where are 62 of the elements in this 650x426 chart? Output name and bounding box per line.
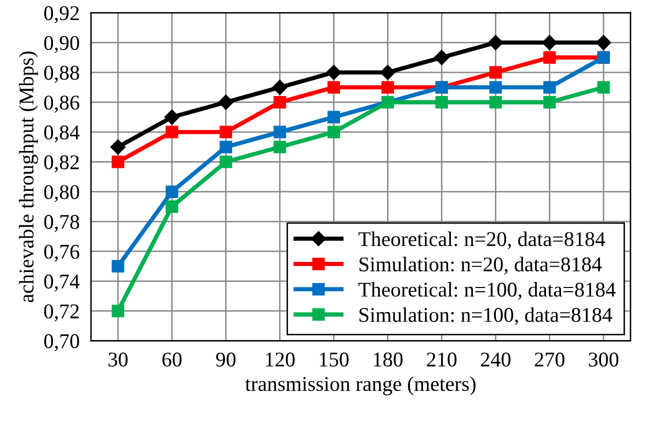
y-tick-label: 0,84	[44, 125, 80, 142]
y-tick-label: 0,82	[44, 155, 79, 172]
point	[381, 81, 394, 94]
x-tick-label: 150	[320, 352, 349, 367]
point	[274, 140, 286, 154]
x-tick-label: 240	[480, 352, 510, 367]
legend-label: Theoretical: n=100, data=8184	[358, 282, 616, 300]
point	[489, 81, 502, 94]
x-tick-label: 270	[534, 352, 564, 367]
x-tick-label: 120	[266, 352, 295, 367]
y-tick-label: 0,88	[44, 66, 80, 83]
legend-label: Simulation: n=20, data=8184	[360, 256, 602, 274]
point	[489, 66, 502, 79]
point	[220, 156, 232, 168]
y-tick-label: 0,76	[44, 244, 80, 262]
point	[112, 304, 124, 318]
y-tick-label: 0,86	[44, 96, 80, 113]
point	[489, 96, 502, 108]
point	[110, 139, 126, 155]
point	[543, 51, 556, 64]
y-tick-label: 0,90	[44, 36, 80, 54]
y-tick-label: 0,80	[44, 185, 80, 202]
x-tick-label: 180	[374, 352, 403, 367]
x-tick-label: 210	[426, 352, 457, 367]
point	[220, 140, 232, 154]
point	[220, 126, 232, 138]
y-tick-label: 0,78	[44, 214, 80, 232]
point	[597, 81, 610, 94]
y-tick-label: 0,70	[44, 334, 80, 352]
point	[488, 35, 504, 50]
point	[543, 96, 556, 108]
x-tick-label: 90	[216, 352, 236, 367]
point	[218, 94, 234, 110]
x-tick-label: 30	[108, 352, 128, 367]
y-tick-label: 0,72	[44, 304, 79, 322]
point	[112, 156, 124, 168]
point	[542, 35, 558, 50]
point	[272, 80, 288, 95]
x-axis-title: transmission range (meters)	[245, 376, 476, 396]
point	[543, 81, 556, 94]
point	[434, 50, 450, 66]
point	[435, 96, 448, 108]
point	[112, 260, 124, 272]
point	[166, 185, 178, 198]
point	[164, 110, 180, 125]
point	[274, 126, 286, 138]
y-axis-title: achievable throughput (Mbps)	[18, 52, 38, 302]
point	[328, 110, 340, 124]
point	[166, 200, 178, 213]
point	[166, 126, 178, 138]
point	[274, 96, 286, 108]
point	[326, 64, 342, 80]
point	[328, 81, 340, 94]
point	[380, 64, 396, 80]
legend-label: Simulation: n=100, data=8184	[360, 307, 612, 325]
point	[596, 35, 612, 50]
y-tick-label: 0,92	[44, 6, 79, 24]
y-tick-label: 0,74	[44, 274, 80, 292]
point	[328, 126, 340, 138]
x-tick-label: 300	[588, 352, 618, 367]
legend-label: Theoretical: n=20, data=8184	[358, 232, 606, 250]
x-tick-label: 60	[162, 352, 182, 367]
